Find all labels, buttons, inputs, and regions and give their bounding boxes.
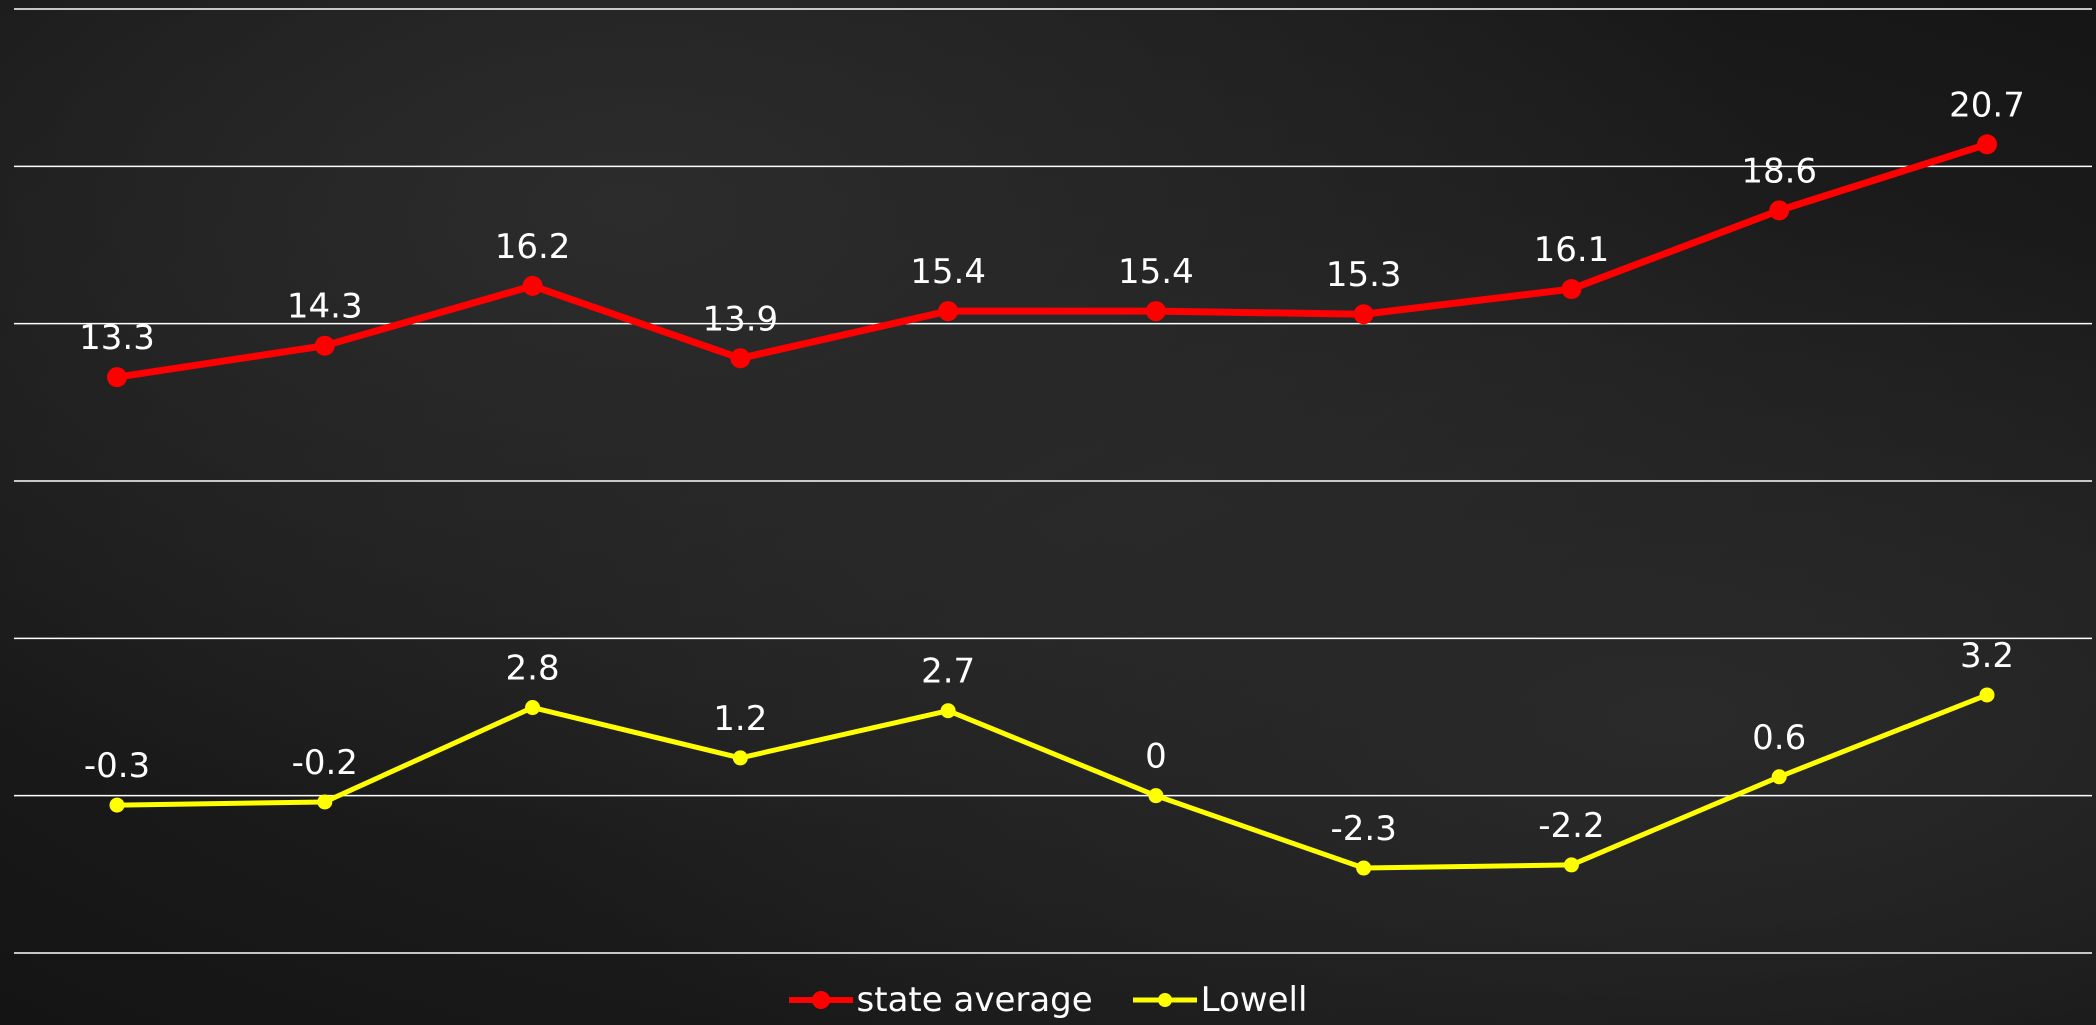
legend-label-state-average: state average (856, 980, 1093, 1020)
data-label-lowell-1: -0.2 (292, 743, 358, 783)
data-label-state-average-1: 14.3 (287, 287, 363, 327)
point-lowell-0 (109, 797, 125, 813)
data-label-state-average-4: 15.4 (910, 252, 986, 292)
legend: state average Lowell (0, 980, 2096, 1020)
data-label-state-average-9: 20.7 (1949, 85, 2025, 125)
point-state-average-2 (522, 275, 543, 296)
data-label-lowell-4: 2.7 (921, 652, 975, 692)
series-line-state-average (116, 140, 1989, 381)
point-lowell-7 (1563, 857, 1579, 873)
point-state-average-7 (1561, 279, 1582, 300)
data-label-lowell-8: 0.6 (1752, 718, 1806, 758)
point-state-average-1 (314, 335, 335, 356)
data-label-lowell-6: -2.3 (1330, 809, 1396, 849)
data-label-state-average-6: 15.3 (1326, 255, 1402, 295)
point-lowell-6 (1356, 860, 1372, 876)
point-lowell-9 (1979, 687, 1995, 703)
data-label-state-average-8: 18.6 (1741, 151, 1817, 191)
data-label-lowell-0: -0.3 (84, 746, 150, 786)
point-state-average-8 (1769, 200, 1790, 221)
data-label-lowell-9: 3.2 (1960, 636, 2014, 676)
data-label-lowell-7: -2.2 (1538, 806, 1604, 846)
legend-entry-state-average: state average (788, 980, 1093, 1020)
data-label-state-average-5: 15.4 (1118, 252, 1194, 292)
point-lowell-4 (940, 703, 956, 719)
data-label-lowell-3: 1.2 (713, 699, 767, 739)
point-state-average-5 (1145, 301, 1166, 322)
point-state-average-6 (1353, 304, 1374, 325)
point-state-average-3 (730, 348, 751, 369)
data-label-state-average-3: 13.9 (702, 299, 778, 339)
data-label-lowell-5: 0 (1145, 737, 1167, 777)
data-label-state-average-7: 16.1 (1534, 230, 1610, 270)
point-lowell-3 (732, 750, 748, 766)
point-lowell-5 (1148, 788, 1164, 804)
point-lowell-8 (1771, 769, 1787, 785)
data-labels: 13.3 14.3 16.2 13.9 15.4 15.4 15.3 16.1 18.6 20.7… (79, 85, 2025, 849)
data-label-state-average-0: 13.3 (79, 318, 155, 358)
line-chart: 13.3 14.3 16.2 13.9 15.4 15.4 15.3 16.1 18.6 20.7… (14, 8, 2092, 954)
gridlines (14, 8, 2092, 954)
data-label-lowell-2: 2.8 (506, 649, 560, 689)
series-line-lowell (116, 692, 1988, 871)
point-lowell-2 (525, 700, 541, 716)
data-label-state-average-2: 16.2 (495, 227, 571, 267)
point-state-average-9 (1977, 134, 1997, 155)
legend-label-lowell: Lowell (1200, 980, 1308, 1020)
point-lowell-1 (317, 794, 333, 810)
series-lines (107, 134, 1997, 876)
point-state-average-4 (938, 301, 959, 322)
legend-marker-lowell (1132, 993, 1197, 1007)
legend-marker-state-average (788, 991, 853, 1009)
legend-entry-lowell: Lowell (1132, 980, 1308, 1020)
point-state-average-0 (107, 367, 127, 388)
